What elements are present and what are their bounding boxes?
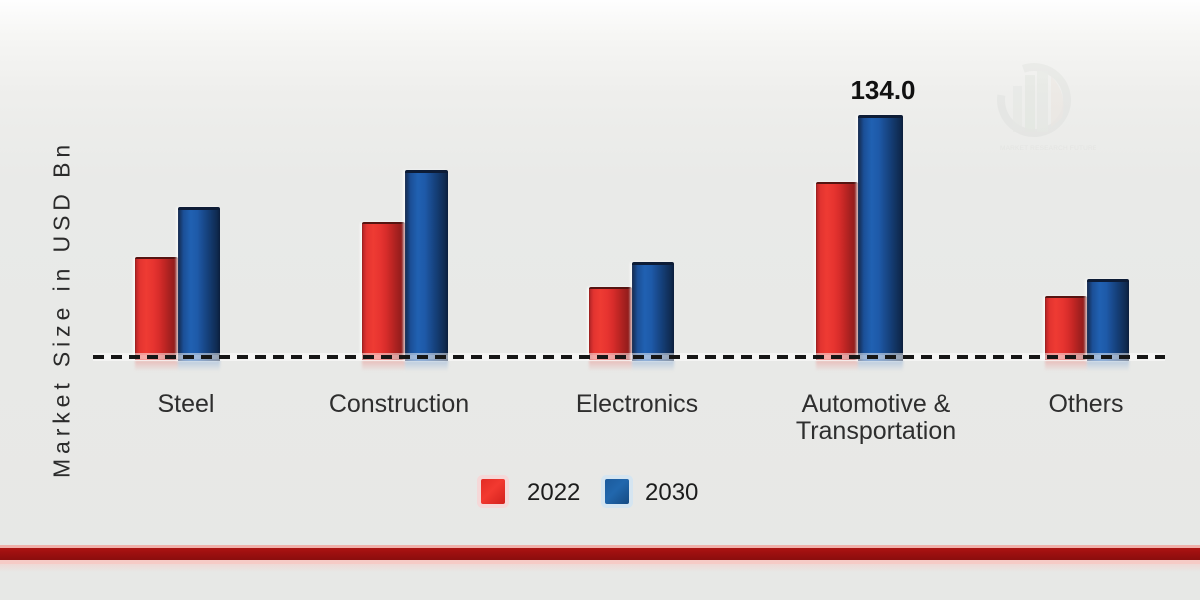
svg-text:MARKET RESEARCH FUTURE: MARKET RESEARCH FUTURE <box>1000 145 1096 152</box>
